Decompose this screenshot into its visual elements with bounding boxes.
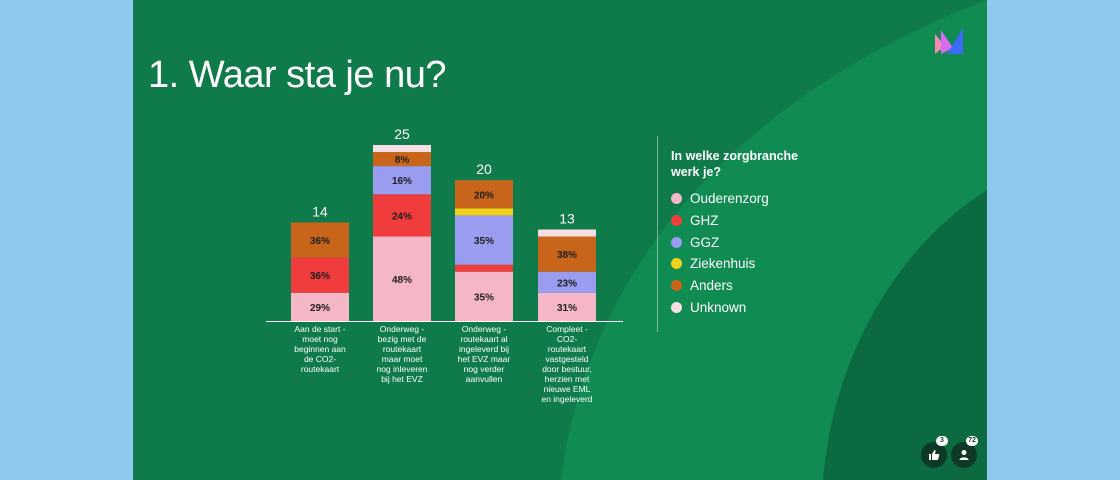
- category-label: moet nog: [302, 334, 338, 344]
- bar-segment: [291, 292, 349, 321]
- stacked-bar-chart: 29% 36% 36% 14 Aan de start -moet nogbeginne…: [266, 126, 623, 404]
- category-label: en ingeleverd: [541, 394, 592, 404]
- category-label: de CO2-: [304, 354, 336, 364]
- bar-segment: [538, 292, 596, 321]
- data-label: 36%: [310, 236, 330, 247]
- category-label: routekaart: [383, 344, 422, 354]
- data-label: 31%: [557, 303, 577, 314]
- legend-label: Anders: [690, 278, 733, 294]
- legend-label: Ziekenhuis: [690, 256, 756, 272]
- bar-segment: [455, 271, 513, 321]
- legend-item: Ziekenhuis: [671, 253, 911, 275]
- bar-total-label: 14: [312, 203, 328, 219]
- category-label: herzien met: [545, 374, 590, 384]
- category-label: vastgesteld: [546, 354, 589, 364]
- category-label: CO2-: [557, 334, 577, 344]
- legend-item: Unknown: [671, 296, 911, 318]
- legend-label: Ouderenzorg: [690, 191, 769, 207]
- bar-segment: [455, 264, 513, 272]
- legend-item: GGZ: [671, 231, 911, 253]
- legend-item: GHZ: [671, 210, 911, 232]
- category-label: Aan de start -: [294, 324, 345, 334]
- legend-item: Anders: [671, 275, 911, 297]
- category-label: routekaart: [548, 344, 587, 354]
- category-label: Compleet -: [546, 324, 588, 334]
- legend-swatch: [671, 193, 682, 205]
- category-label: routekaart al: [460, 334, 507, 344]
- like-count: 3: [936, 436, 948, 446]
- data-label: 23%: [557, 278, 577, 289]
- slide: 1. Waar sta je nu? 29% 36% 36% 14 Aan de sta…: [133, 0, 987, 480]
- data-label: 16%: [392, 176, 412, 187]
- legend-swatch: [671, 236, 682, 248]
- bar-segment: [373, 194, 431, 237]
- legend-swatch: [671, 258, 682, 270]
- category-label: bij het EVZ: [381, 374, 423, 384]
- data-label: 48%: [392, 275, 412, 286]
- data-label: 35%: [474, 292, 494, 303]
- category-label: nog inleveren: [376, 364, 427, 374]
- legend-label: GGZ: [690, 234, 720, 250]
- legend: In welke zorgbranche werk je? Ouderenzor…: [657, 136, 911, 332]
- bar-segment: [538, 229, 596, 237]
- legend-label: Unknown: [690, 299, 747, 315]
- slide-title: 1. Waar sta je nu?: [148, 54, 446, 96]
- bar-segment: [373, 236, 431, 321]
- data-label: 38%: [557, 250, 577, 261]
- category-label: beginnen aan: [294, 344, 346, 354]
- legend-title: In welke zorgbranche werk je?: [671, 149, 799, 179]
- bar-segment: [373, 152, 431, 167]
- data-label: 35%: [474, 236, 494, 247]
- category-label: bezig met de: [378, 334, 427, 344]
- category-label: Onderweg -: [462, 324, 507, 334]
- legend-swatch: [671, 301, 682, 313]
- category-label: nog verder: [464, 364, 505, 374]
- legend-item: Ouderenzorg: [671, 188, 911, 210]
- category-label: ingeleverd bij: [459, 344, 509, 354]
- legend-items: Ouderenzorg GHZ GGZ Ziekenhuis Anders Unknown: [671, 188, 911, 318]
- bar-segment: [291, 257, 349, 293]
- data-label: 8%: [395, 155, 410, 166]
- category-label: Onderweg -: [380, 324, 425, 334]
- bar-segment: [538, 236, 596, 272]
- data-label: 24%: [392, 211, 412, 222]
- category-label: routekaart: [301, 364, 340, 374]
- category-label: aanvullen: [466, 374, 503, 384]
- like-button[interactable]: 3: [921, 436, 948, 468]
- bar-segment: [455, 180, 513, 209]
- legend-swatch: [671, 280, 682, 292]
- category-label: nieuwe EML: [544, 384, 591, 394]
- participants-count: 72: [966, 436, 978, 446]
- bar-segment: [538, 271, 596, 293]
- data-label: 29%: [310, 303, 330, 314]
- mentimeter-logo-icon: [935, 28, 963, 54]
- bar-total-label: 20: [476, 161, 492, 177]
- background-shapes: [561, 0, 987, 480]
- bar-segment: [291, 222, 349, 258]
- bar-total-label: 25: [394, 126, 410, 142]
- data-label: 36%: [310, 271, 330, 282]
- legend-label: GHZ: [690, 213, 719, 229]
- category-label: het EVZ maar: [458, 354, 511, 364]
- legend-swatch: [671, 215, 682, 227]
- person-icon: [959, 450, 969, 460]
- participants-button[interactable]: 72: [951, 436, 978, 468]
- bar-segment: [455, 208, 513, 216]
- category-label: door bestuur,: [542, 364, 592, 374]
- data-label: 20%: [474, 190, 494, 201]
- category-label: maar moet: [382, 354, 423, 364]
- bar-total-label: 13: [559, 210, 575, 226]
- bar-segment: [373, 166, 431, 195]
- thumbs-up-icon: [929, 450, 940, 460]
- bar-segment: [455, 215, 513, 265]
- bar-segment: [373, 145, 431, 153]
